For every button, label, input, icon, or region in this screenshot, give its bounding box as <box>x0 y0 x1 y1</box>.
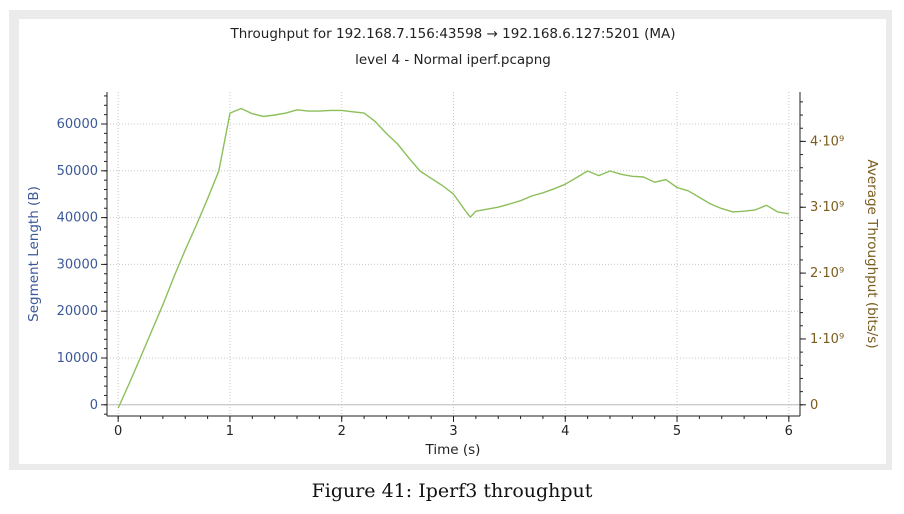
y-left-tick-label: 0 <box>90 398 98 413</box>
axes <box>101 92 806 422</box>
series-line-0 <box>117 107 789 409</box>
chart-title: Throughput for 192.168.7.156:43598 → 192… <box>229 26 675 42</box>
y-left-tick-label: 40000 <box>57 211 98 226</box>
y-right-tick-label: 4·10⁹ <box>810 134 844 149</box>
y-axis-right-label: Average Throughput (bits/s) <box>864 159 880 348</box>
series <box>117 107 789 409</box>
y-left-tick-label: 50000 <box>57 164 98 179</box>
y-right-tick-label: 3·10⁹ <box>810 200 844 215</box>
y-left-tick-label: 20000 <box>57 304 98 319</box>
y-left-tick-label: 10000 <box>57 351 98 366</box>
x-tick-label: 0 <box>114 424 122 439</box>
y-right-tick-label: 0 <box>810 398 818 413</box>
y-right-tick-label: 1·10⁹ <box>810 332 844 347</box>
chart-subtitle: level 4 - Normal iperf.pcapng <box>355 52 551 68</box>
x-tick-label: 4 <box>561 424 569 439</box>
grid <box>107 92 800 416</box>
x-tick-label: 2 <box>338 424 346 439</box>
x-tick-label: 1 <box>226 424 234 439</box>
tick-labels: 0 1 2 3 4 5 6 0 10000 20000 30000 40000 50000 60000 0 1… <box>57 117 845 439</box>
y-left-tick-label: 30000 <box>57 257 98 272</box>
y-axis-left-label: Segment Length (B) <box>26 186 42 322</box>
y-right-tick-label: 2·10⁹ <box>810 266 844 281</box>
chart-panel <box>19 19 886 464</box>
y-left-tick-label: 60000 <box>57 117 98 132</box>
x-axis-label: Time (s) <box>425 442 481 458</box>
x-tick-label: 3 <box>449 424 457 439</box>
x-tick-label: 6 <box>785 424 793 439</box>
x-tick-label: 5 <box>673 424 681 439</box>
figure-caption: Figure 41: Iperf3 throughput <box>311 480 593 502</box>
